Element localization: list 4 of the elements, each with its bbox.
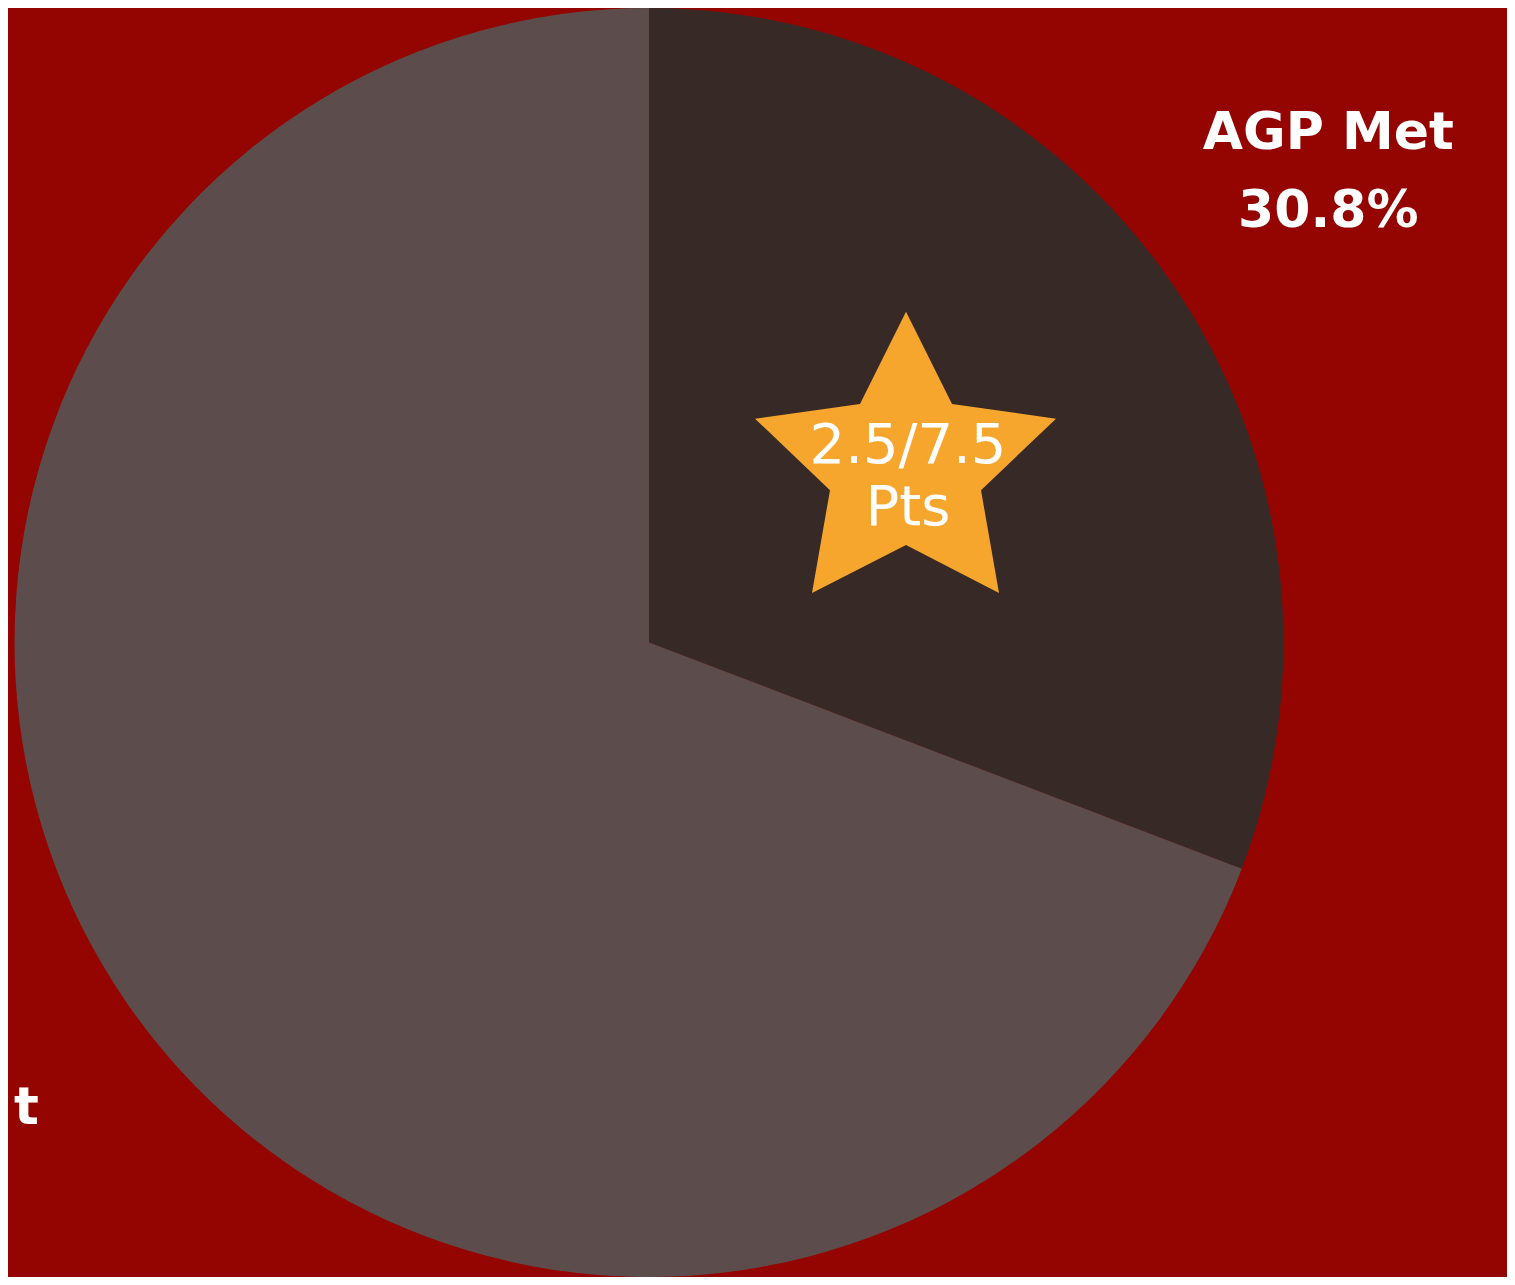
data-label: 30.8% — [1238, 179, 1419, 240]
slice-label: t — [14, 1075, 39, 1136]
text: 2.5/7.5 Pts — [808, 411, 1008, 538]
slice-label: AGP Met — [1202, 101, 1454, 162]
